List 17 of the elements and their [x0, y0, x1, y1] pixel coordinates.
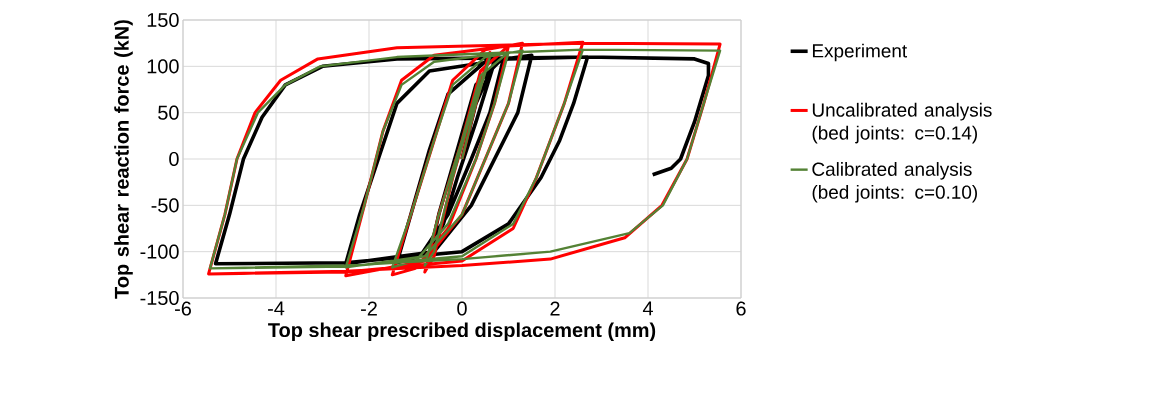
- legend-label: Calibrated analysis (bed joints: c=0.10): [812, 162, 977, 203]
- x-tick-label: 0: [457, 301, 467, 316]
- x-tick-label: 6: [736, 301, 746, 316]
- x-tick-label: -4: [268, 301, 285, 316]
- legend-label: Experiment: [812, 43, 908, 62]
- y-axis-title: Top shear reaction force (kN): [114, 20, 133, 299]
- y-tick-label: 100: [147, 59, 179, 74]
- x-tick-label: -2: [361, 301, 377, 316]
- x-tick-label: 4: [642, 301, 653, 316]
- x-tick-label: 2: [550, 301, 560, 316]
- y-tick-label: -50: [151, 198, 179, 213]
- legend-label: Uncalibrated analysis (bed joints: c=0.14): [812, 102, 992, 144]
- y-tick-label: 150: [147, 12, 179, 28]
- y-tick-label: -100: [140, 244, 179, 259]
- y-tick-label: 0: [169, 151, 179, 167]
- x-axis-title: Top shear prescribed displacement (mm): [268, 322, 656, 342]
- y-tick-label: 50: [158, 105, 179, 120]
